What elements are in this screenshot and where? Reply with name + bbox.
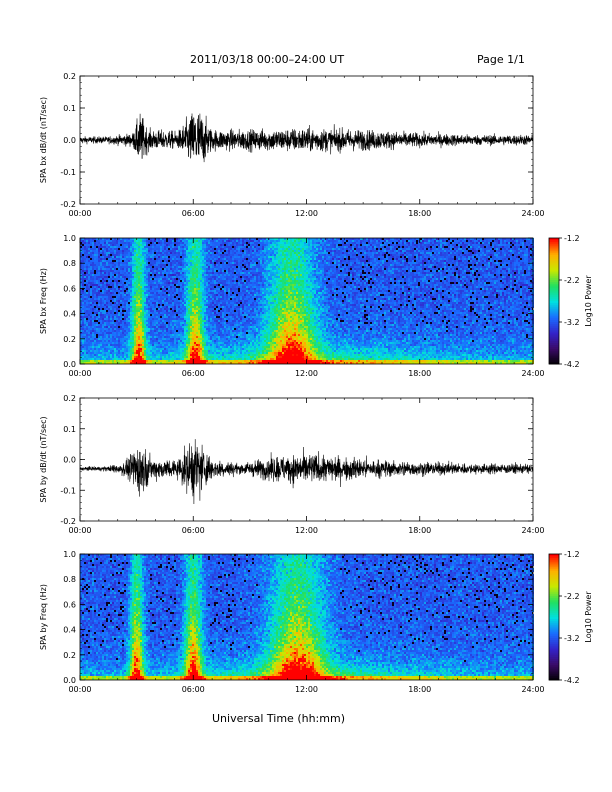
page-number: Page 1/1 bbox=[477, 53, 525, 66]
y-tick-label: 1.0 bbox=[63, 550, 76, 559]
x-tick-label: 12:00 bbox=[295, 369, 318, 378]
spectrogram-cells bbox=[80, 554, 534, 680]
y-tick-label: -0.1 bbox=[60, 168, 76, 177]
colorbar-tick-label: -3.2 bbox=[564, 318, 580, 327]
y-tick-label: 0.0 bbox=[63, 360, 76, 369]
x-tick-label: 12:00 bbox=[295, 685, 318, 694]
y-tick-label: 0.8 bbox=[63, 259, 76, 268]
colorbar: -1.2 -2.2 -3.2 -4.2 Log10 Power bbox=[548, 550, 593, 685]
y-tick-label: 0.1 bbox=[63, 104, 76, 113]
x-tick-label: 18:00 bbox=[408, 526, 431, 535]
x-tick-label: 24:00 bbox=[521, 209, 544, 218]
y-tick-label: 0.6 bbox=[63, 600, 76, 609]
panel-1: 00:00 06:00 12:00 18:00 24:00 -0.2 -0.1 0.0 0.1 0… bbox=[39, 72, 545, 218]
y-tick-label: -0.2 bbox=[60, 200, 76, 209]
x-tick-label: 18:00 bbox=[408, 685, 431, 694]
y-tick-label: 0.2 bbox=[63, 335, 76, 344]
x-tick-label: 12:00 bbox=[295, 209, 318, 218]
colorbar-tick-label: -4.2 bbox=[564, 360, 580, 369]
y-tick-label: 0.0 bbox=[63, 456, 76, 465]
colorbar-tick-label: -1.2 bbox=[564, 234, 580, 243]
x-tick-label: 06:00 bbox=[182, 209, 205, 218]
y-tick-label: 0.6 bbox=[63, 284, 76, 293]
colorbar-frame bbox=[548, 237, 560, 365]
x-tick-label: 00:00 bbox=[68, 526, 91, 535]
x-tick-label: 24:00 bbox=[521, 369, 544, 378]
colorbar-frame bbox=[548, 553, 560, 681]
x-tick-label: 06:00 bbox=[182, 685, 205, 694]
y-tick-label: -0.1 bbox=[60, 486, 76, 495]
y-tick-label: 0.1 bbox=[63, 425, 76, 434]
y-tick-label: 0.2 bbox=[63, 394, 76, 403]
x-tick-label: 12:00 bbox=[295, 526, 318, 535]
y-tick-label: 0.0 bbox=[63, 136, 76, 145]
y-tick-label: -0.2 bbox=[60, 517, 76, 526]
y-tick-label: 0.0 bbox=[63, 676, 76, 685]
x-tick-label: 18:00 bbox=[408, 369, 431, 378]
colorbar-tick-label: -3.2 bbox=[564, 634, 580, 643]
y-axis-label: SPA by dB/dt (nT/sec) bbox=[39, 416, 48, 502]
colorbar-tick-label: -2.2 bbox=[564, 592, 580, 601]
y-axis-label: SPA bx dB/dt (nT/sec) bbox=[39, 97, 48, 183]
colorbar-tick-label: -2.2 bbox=[564, 276, 580, 285]
colorbar-label: Log10 Power bbox=[584, 275, 593, 327]
panel-4: -1.2 -2.2 -3.2 -4.2 Log10 Power 00:00 06:00 12:… bbox=[39, 550, 593, 694]
page-title: 2011/03/18 00:00–24:00 UT bbox=[190, 53, 344, 66]
y-tick-label: 0.4 bbox=[63, 310, 76, 319]
x-tick-label: 06:00 bbox=[182, 526, 205, 535]
panel-2: -1.2 -2.2 -3.2 -4.2 Log10 Power 00:00 06:00 12:… bbox=[39, 234, 593, 378]
colorbar: -1.2 -2.2 -3.2 -4.2 Log10 Power bbox=[548, 234, 593, 369]
y-tick-label: 0.2 bbox=[63, 651, 76, 660]
colorbar-label: Log10 Power bbox=[584, 591, 593, 643]
x-axis-label: Universal Time (hh:mm) bbox=[212, 712, 345, 725]
x-tick-label: 00:00 bbox=[68, 209, 91, 218]
x-tick-label: 00:00 bbox=[68, 369, 91, 378]
x-tick-label: 18:00 bbox=[408, 209, 431, 218]
x-tick-label: 06:00 bbox=[182, 369, 205, 378]
x-tick-label: 00:00 bbox=[68, 685, 91, 694]
y-tick-label: 0.4 bbox=[63, 626, 76, 635]
x-tick-label: 24:00 bbox=[521, 526, 544, 535]
y-tick-label: 1.0 bbox=[63, 234, 76, 243]
y-axis-label: SPA bx Freq (Hz) bbox=[39, 268, 48, 334]
y-tick-label: 0.8 bbox=[63, 575, 76, 584]
spectrogram-cells bbox=[80, 238, 534, 364]
x-tick-label: 24:00 bbox=[521, 685, 544, 694]
y-tick-label: 0.2 bbox=[63, 72, 76, 81]
colorbar-tick-label: -1.2 bbox=[564, 550, 580, 559]
y-axis-label: SPA by Freq (Hz) bbox=[39, 584, 48, 650]
panel-3: 00:00 06:00 12:00 18:00 24:00 -0.2 -0.1 0.0 0.1 0… bbox=[39, 394, 545, 535]
signal-trace bbox=[79, 439, 534, 505]
signal-trace bbox=[79, 113, 534, 163]
colorbar-tick-label: -4.2 bbox=[564, 676, 580, 685]
